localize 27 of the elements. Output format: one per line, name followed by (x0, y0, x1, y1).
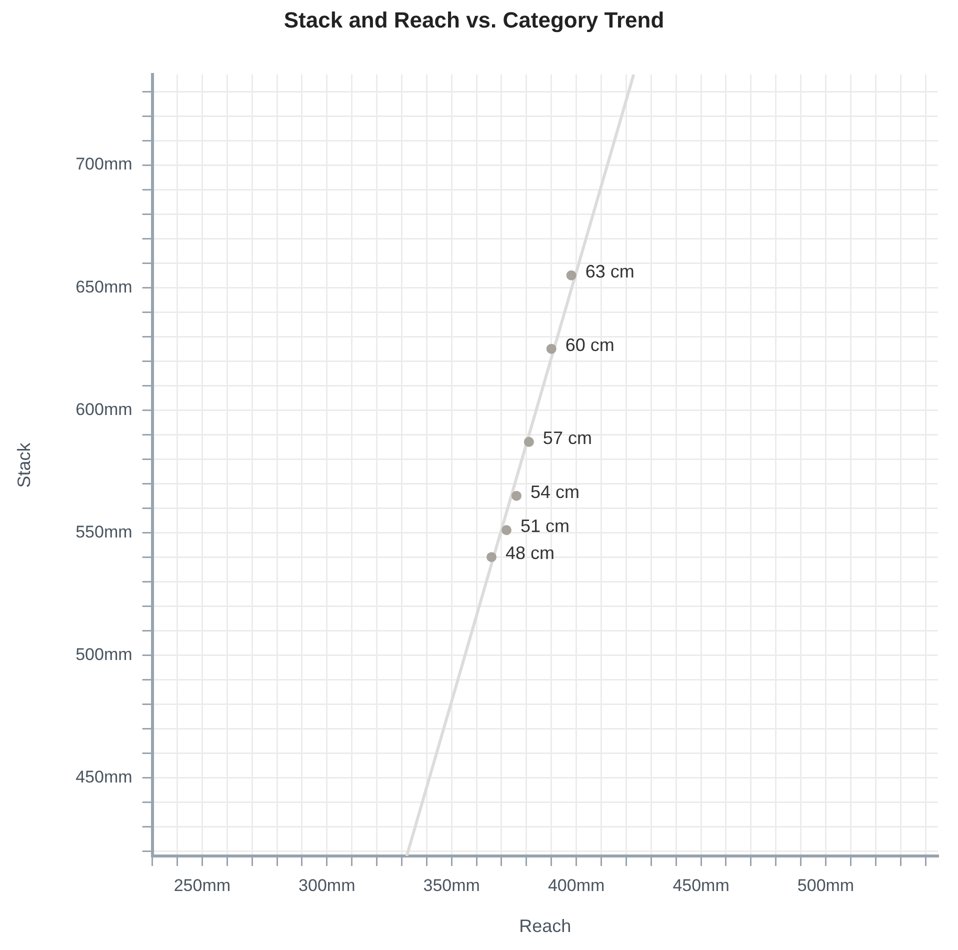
x-axis-title: Reach (519, 916, 572, 936)
x-tick-label: 350mm (423, 876, 480, 895)
annotation: 60 cm (565, 334, 614, 355)
y-tick-label: 500mm (76, 644, 132, 664)
annotation: 54 cm (530, 482, 580, 502)
x-tick-label: 500mm (797, 876, 854, 895)
x-tick-label: 450mm (672, 876, 730, 895)
point (566, 270, 576, 280)
x-tick-label: 400mm (548, 876, 605, 895)
point (524, 436, 534, 447)
chart-title: Stack and Reach vs. Category Trend (284, 7, 664, 32)
y-tick-label: 450mm (76, 767, 132, 786)
annotation: 57 cm (542, 428, 592, 448)
point (486, 552, 497, 562)
point (546, 344, 556, 354)
y-tick-label: 550mm (76, 522, 132, 542)
x-tick-label: 250mm (174, 876, 231, 895)
annotation: 51 cm (520, 516, 570, 536)
x-tick-label: 300mm (298, 876, 356, 895)
annotation: 63 cm (585, 261, 634, 282)
point (501, 525, 512, 536)
y-tick-label: 700mm (76, 154, 132, 174)
annotation: 48 cm (506, 543, 555, 564)
y-tick-label: 600mm (76, 400, 132, 419)
y-axis-title: Stack (14, 442, 34, 488)
point (511, 490, 522, 501)
y-tick-label: 650mm (76, 277, 132, 296)
